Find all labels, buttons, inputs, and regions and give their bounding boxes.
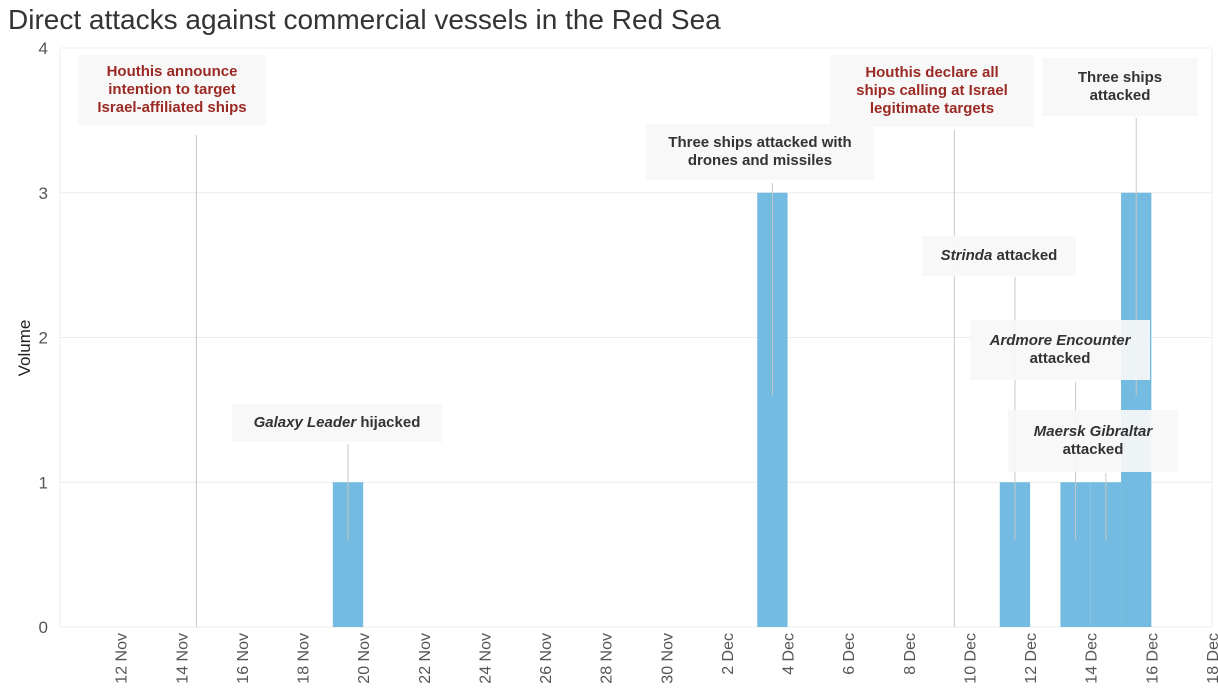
annotation-line: Strinda attacked	[940, 247, 1058, 264]
x-tick-label: 2 Dec	[720, 633, 737, 675]
annotation-line: intention to target	[108, 81, 236, 98]
annotation: Three ships attacked	[1042, 58, 1198, 116]
x-tick-label: 4 Dec	[781, 633, 798, 675]
x-tick-label: 8 Dec	[902, 633, 919, 675]
x-tick-label: 12 Nov	[114, 633, 131, 684]
y-axis-label: Volume	[15, 320, 34, 377]
annotation-line: Three ships	[1077, 69, 1163, 86]
x-tick-label: 30 Nov	[659, 633, 676, 684]
annotation-line: Three ships attacked with	[668, 134, 852, 151]
annotation: Ardmore Encounter attacked	[970, 320, 1150, 380]
x-tick-label: 22 Nov	[417, 633, 434, 684]
x-tick-label: 14 Dec	[1084, 633, 1101, 684]
vessel-name: Maersk Gibraltar	[1033, 423, 1153, 440]
annotation-line: Houthis announce	[106, 63, 238, 80]
y-tick-label: 1	[39, 473, 48, 492]
x-tick-label: 26 Nov	[538, 633, 555, 684]
x-tick-label: 12 Dec	[1023, 633, 1040, 684]
annotation-line: Ardmore Encounter	[990, 332, 1131, 350]
x-tick-label: 10 Dec	[962, 633, 979, 684]
y-tick-label: 4	[39, 39, 48, 58]
x-tick-label: 28 Nov	[599, 633, 616, 684]
x-tick-label: 18 Nov	[296, 633, 313, 684]
x-tick-label: 6 Dec	[841, 633, 858, 675]
annotation-line: ships calling at Israel	[856, 82, 1008, 99]
vessel-name: Galaxy Leader	[253, 414, 357, 431]
y-tick-label: 2	[39, 329, 48, 348]
annotation: Galaxy Leader hijacked	[232, 404, 442, 442]
annotation-line: Israel-affiliated ships	[97, 99, 247, 116]
annotation-line: attacked	[1089, 87, 1151, 104]
x-tick-label: 14 Nov	[174, 633, 191, 684]
annotation-line: Houthis declare all	[865, 64, 999, 81]
x-tick-label: 16 Nov	[235, 633, 252, 684]
x-tick-label: 20 Nov	[356, 633, 373, 684]
annotation-line: drones and missiles	[687, 152, 833, 169]
annotation: Houthis declare all ships calling at Isra…	[830, 55, 1034, 127]
x-tick-label: 24 Nov	[477, 633, 494, 684]
annotation: Houthis announce intention to target Israe…	[78, 55, 266, 125]
annotation: Maersk Gibraltar attacked	[1008, 410, 1178, 472]
y-tick-label: 3	[39, 184, 48, 203]
annotation-line: attacked	[1029, 350, 1091, 367]
annotation: Three ships attacked with drones and miss…	[646, 124, 874, 180]
vessel-name: Strinda	[940, 247, 993, 264]
annotation-line: Galaxy Leader hijacked	[253, 414, 421, 431]
annotation: Strinda attacked	[922, 236, 1076, 276]
chart-title: Direct attacks against commercial vessel…	[8, 4, 721, 35]
annotation-line: Maersk Gibraltar	[1034, 423, 1152, 441]
x-tick-label: 16 Dec	[1144, 633, 1161, 684]
vessel-name: Ardmore Encounter	[989, 332, 1131, 349]
annotation-line: attacked	[1062, 441, 1124, 458]
y-tick-label: 0	[39, 618, 48, 637]
annotation-line: legitimate targets	[869, 100, 995, 117]
x-tick-label: 18 Dec	[1205, 633, 1218, 684]
